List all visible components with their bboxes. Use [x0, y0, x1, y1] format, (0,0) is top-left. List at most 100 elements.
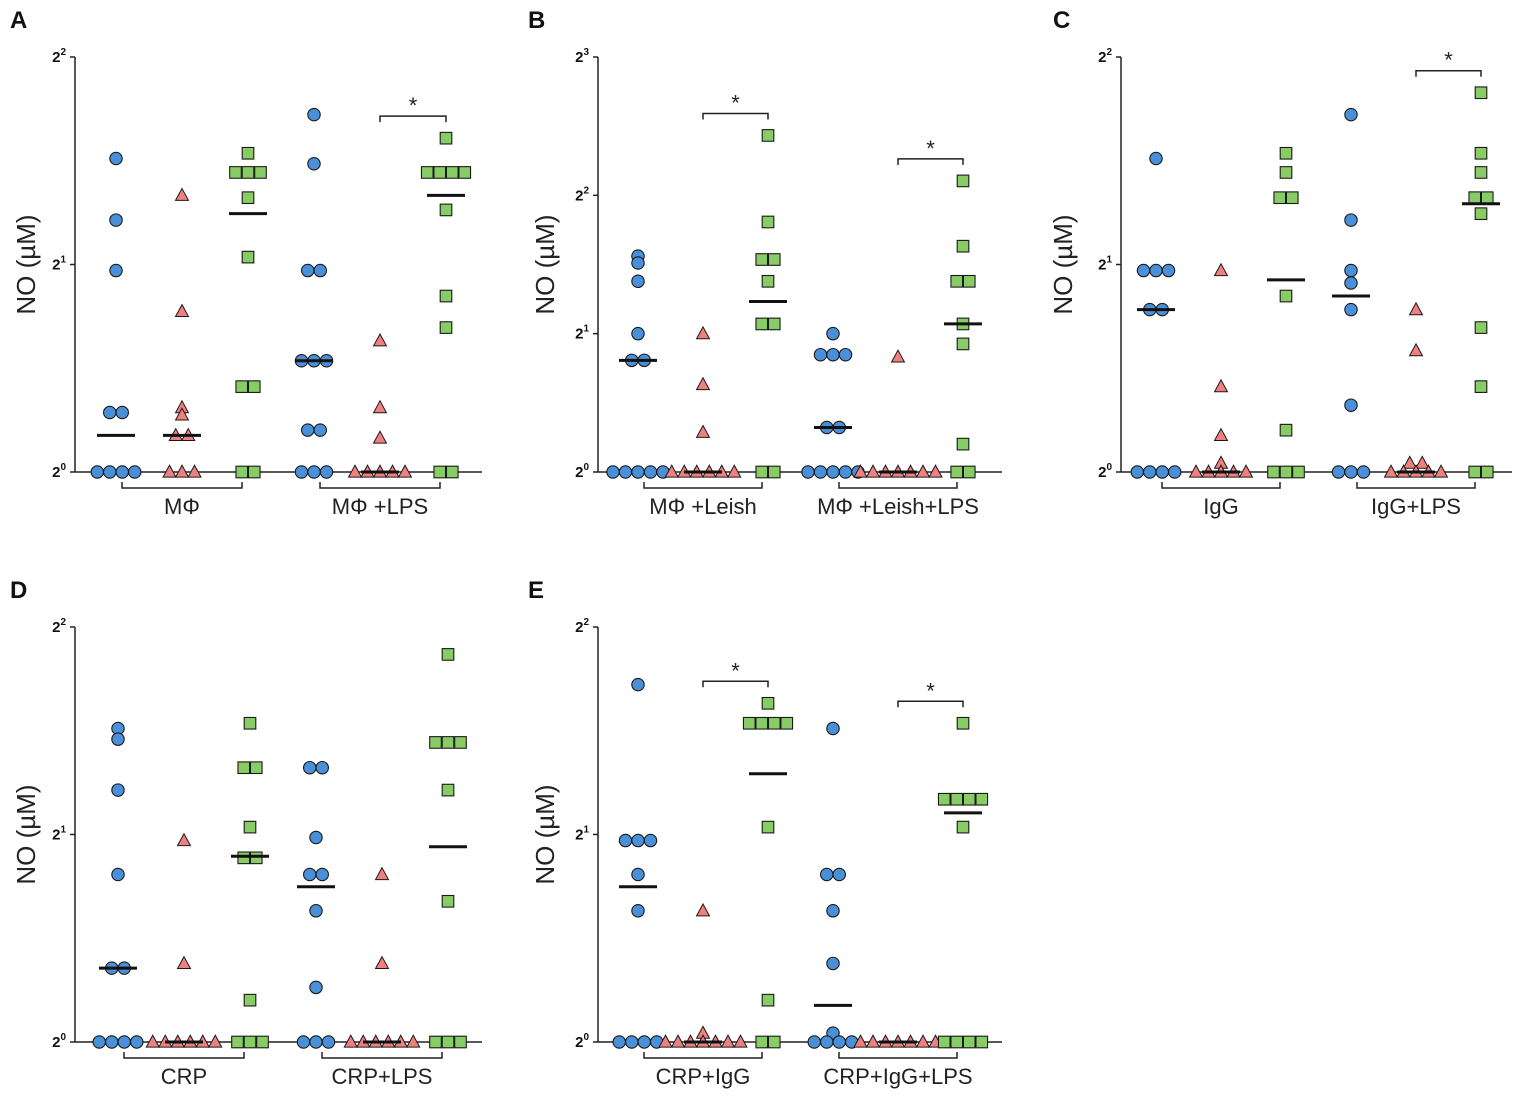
data-point-triangle	[695, 424, 711, 438]
data-point-square	[956, 337, 970, 351]
significance-bracket	[702, 112, 769, 120]
data-point-triangle	[726, 464, 742, 478]
group-bracket	[321, 1052, 443, 1059]
data-point-circle	[631, 256, 645, 270]
y-tick-label: 20	[1098, 462, 1112, 481]
data-point-circle	[296, 1035, 311, 1049]
data-point-circle	[109, 213, 123, 227]
data-point-circle	[612, 1035, 626, 1049]
data-point-square	[420, 166, 434, 179]
data-point-square	[975, 1035, 989, 1049]
group-bracket	[319, 482, 441, 489]
data-point-triangle	[405, 1034, 421, 1048]
data-point-circle	[832, 1035, 846, 1049]
data-point-square	[767, 1035, 781, 1049]
data-point-circle	[826, 956, 840, 971]
data-point-circle	[128, 465, 142, 479]
group-label: IgG+LPS	[1371, 494, 1461, 519]
y-tick-label: 20	[575, 1032, 589, 1051]
data-point-triangle	[664, 464, 680, 478]
data-point-circle	[1344, 107, 1358, 122]
data-point-circle	[92, 1035, 107, 1049]
group-label: MΦ	[164, 494, 200, 519]
data-point-circle	[115, 465, 130, 479]
data-point-square	[1480, 191, 1494, 205]
data-point-square	[454, 736, 467, 749]
data-point-square	[1279, 423, 1293, 437]
data-point-triangle	[1408, 301, 1424, 316]
data-point-triangle	[145, 1034, 161, 1048]
y-tick-label: 21	[52, 255, 66, 274]
data-point-circle	[309, 1035, 323, 1049]
data-point-circle	[826, 721, 840, 736]
data-point-triangle	[1433, 464, 1449, 478]
data-point-circle	[1344, 398, 1358, 412]
data-point-square	[243, 993, 257, 1007]
data-point-triangle	[174, 464, 190, 478]
panel-a: A NO (µM) 20 21 22 MΦ MΦ +LPS *	[10, 7, 482, 519]
group-label: CRP	[161, 1064, 207, 1089]
y-tick-label: 22	[1098, 47, 1112, 66]
y-tick-label: 22	[52, 47, 66, 66]
panel-label: E	[528, 577, 544, 604]
data-point-square	[761, 993, 775, 1007]
data-point-circle	[294, 465, 309, 479]
data-point-circle	[90, 465, 105, 479]
data-point-circle	[813, 347, 828, 362]
data-point-circle	[1331, 465, 1346, 479]
data-point-square	[1279, 146, 1293, 160]
data-point-square	[1474, 207, 1488, 221]
data-point-square	[439, 131, 453, 145]
data-point-triangle	[1188, 464, 1204, 478]
significance-star: *	[1444, 48, 1453, 73]
data-point-circle	[826, 904, 840, 918]
data-point-circle	[631, 326, 645, 341]
data-point-triangle	[174, 407, 190, 421]
data-point-square	[235, 380, 249, 393]
data-point-triangle	[853, 464, 868, 478]
data-point-triangle	[915, 464, 931, 478]
data-point-square	[761, 696, 775, 710]
data-point-square	[1468, 465, 1482, 479]
data-point-circle	[321, 1035, 336, 1049]
data-point-square	[256, 1035, 269, 1049]
data-point-circle	[838, 465, 853, 479]
data-point-square	[241, 250, 255, 264]
data-point-square	[767, 465, 781, 479]
data-point-triangle	[658, 1034, 673, 1048]
data-point-square	[441, 783, 455, 797]
data-point-circle	[302, 867, 317, 882]
data-point-circle	[631, 904, 645, 918]
data-point-triangle	[1402, 455, 1418, 469]
data-point-triangle	[853, 1034, 868, 1048]
data-point-circle	[309, 904, 323, 918]
data-point-square	[742, 716, 756, 730]
panel-label: B	[528, 7, 545, 34]
data-point-triangle	[1213, 427, 1229, 442]
data-point-circle	[624, 1035, 639, 1049]
y-tick-label: 20	[575, 462, 589, 481]
data-point-square	[441, 894, 455, 908]
data-point-circle	[1168, 465, 1182, 479]
significance-star: *	[926, 136, 935, 161]
data-point-square	[1279, 465, 1293, 479]
data-point-square	[1480, 465, 1494, 479]
data-point-square	[429, 1035, 442, 1049]
data-point-circle	[300, 263, 315, 278]
data-point-triangle	[865, 464, 881, 478]
data-point-circle	[307, 107, 321, 122]
data-point-square	[441, 1035, 455, 1049]
data-point-circle	[111, 783, 125, 797]
data-point-circle	[1149, 151, 1163, 166]
group-bracket	[643, 1052, 763, 1059]
data-point-square	[767, 317, 781, 331]
significance-bracket	[379, 115, 447, 123]
data-point-circle	[103, 465, 117, 479]
group-bracket	[1356, 482, 1476, 489]
y-tick-label: 22	[575, 617, 589, 636]
data-point-square	[950, 274, 964, 288]
data-point-circle	[631, 867, 645, 882]
data-point-square	[441, 736, 455, 749]
data-point-square	[454, 1035, 467, 1049]
data-point-circle	[643, 465, 658, 479]
